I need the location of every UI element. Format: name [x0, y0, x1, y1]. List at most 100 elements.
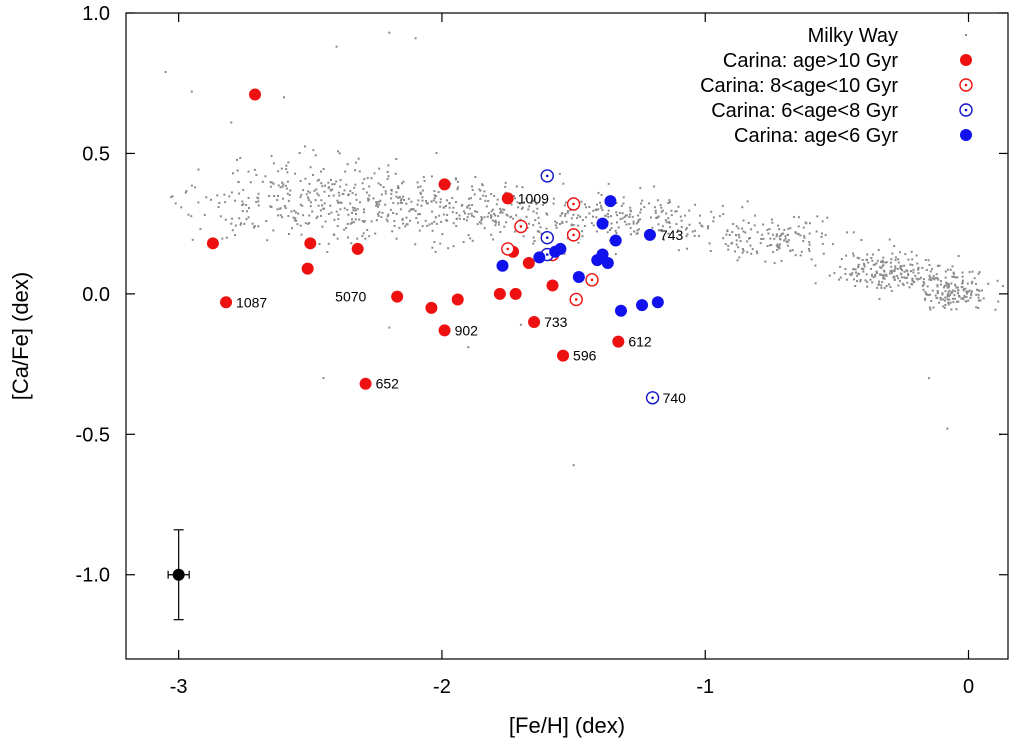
milky-way-point	[957, 255, 960, 257]
milky-way-point	[929, 308, 932, 311]
milky-way-point	[930, 279, 933, 281]
milky-way-point	[401, 217, 404, 220]
milky-way-point	[490, 216, 492, 219]
milky-way-point	[770, 218, 773, 221]
milky-way-point	[351, 206, 354, 209]
milky-way-point	[242, 203, 245, 206]
milky-way-point	[778, 247, 781, 250]
milky-way-point	[287, 161, 290, 164]
milky-way-point	[741, 251, 744, 254]
milky-way-point	[994, 308, 997, 311]
milky-way-point	[922, 284, 925, 287]
y-tick-label: 0.0	[82, 284, 110, 306]
milky-way-point	[483, 216, 486, 219]
milky-way-point	[426, 224, 429, 227]
milky-way-point	[742, 249, 745, 252]
milky-way-point	[309, 205, 312, 208]
milky-way-point	[941, 293, 944, 296]
milky-way-point	[912, 281, 915, 283]
milky-way-point	[330, 211, 333, 214]
milky-way-point	[417, 186, 420, 189]
milky-way-point	[322, 168, 325, 170]
milky-way-point	[970, 282, 973, 285]
milky-way-point	[216, 194, 219, 197]
milky-way-point	[863, 265, 866, 268]
milky-way-point	[947, 286, 950, 289]
milky-way-point	[224, 218, 227, 221]
milky-way-point	[876, 272, 878, 274]
milky-way-point	[966, 292, 969, 295]
milky-way-point	[871, 253, 874, 256]
milky-way-point	[433, 190, 436, 193]
milky-way-point	[230, 121, 233, 124]
milky-way-point	[419, 185, 422, 188]
milky-way-point	[433, 220, 436, 223]
star-id-label: 612	[628, 334, 652, 350]
milky-way-point	[794, 232, 797, 235]
milky-way-point	[590, 222, 593, 225]
milky-way-point	[894, 259, 897, 262]
milky-way-point	[521, 206, 524, 209]
milky-way-point	[912, 271, 915, 274]
milky-way-point	[284, 184, 287, 187]
milky-way-point	[761, 233, 764, 236]
milky-way-point	[230, 191, 233, 194]
milky-way-point	[304, 177, 307, 180]
milky-way-point	[915, 254, 918, 257]
milky-way-point	[857, 266, 860, 269]
milky-way-point	[417, 221, 419, 224]
milky-way-point	[975, 306, 978, 309]
milky-way-point	[440, 220, 443, 223]
milky-way-point	[952, 275, 955, 278]
milky-way-point	[386, 171, 389, 173]
carina-point	[585, 273, 599, 287]
milky-way-point	[944, 296, 947, 299]
milky-way-point	[499, 211, 502, 214]
milky-way-point	[170, 196, 173, 199]
milky-way-point	[255, 174, 258, 176]
milky-way-point	[629, 213, 632, 216]
milky-way-point	[446, 214, 449, 216]
milky-way-point	[657, 215, 660, 218]
milky-way-layer	[164, 31, 1004, 467]
milky-way-point	[750, 252, 753, 255]
milky-way-point	[632, 220, 635, 223]
milky-way-point	[484, 195, 487, 198]
milky-way-point	[390, 188, 393, 191]
milky-way-point	[967, 299, 970, 302]
milky-way-point	[822, 252, 825, 255]
milky-way-point	[461, 203, 464, 206]
error-bar	[167, 529, 190, 621]
milky-way-point	[480, 216, 483, 218]
milky-way-point	[943, 306, 946, 309]
milky-way-point	[269, 181, 272, 184]
milky-way-point	[626, 214, 628, 217]
milky-way-point	[455, 212, 458, 214]
milky-way-point	[898, 279, 901, 282]
milky-way-point	[315, 217, 318, 220]
milky-way-point	[572, 224, 575, 226]
milky-way-point	[945, 284, 948, 287]
milky-way-point	[588, 212, 591, 215]
milky-way-point	[403, 198, 405, 201]
milky-way-point	[456, 188, 459, 191]
milky-way-point	[397, 202, 400, 205]
milky-way-point	[609, 215, 612, 218]
milky-way-point	[466, 216, 469, 219]
milky-way-point	[958, 295, 961, 298]
milky-way-point	[851, 272, 854, 275]
milky-way-point	[480, 222, 483, 225]
milky-way-point	[344, 170, 347, 173]
milky-way-point	[370, 177, 373, 180]
milky-way-point	[600, 204, 603, 207]
milky-way-point	[504, 181, 507, 184]
milky-way-point	[255, 201, 258, 204]
milky-way-point	[773, 237, 776, 240]
milky-way-point	[230, 222, 233, 225]
milky-way-point	[778, 235, 781, 238]
milky-way-point	[290, 227, 293, 230]
milky-way-point	[219, 215, 222, 218]
milky-way-point	[337, 218, 340, 221]
milky-way-point	[606, 213, 609, 215]
milky-way-point	[366, 177, 369, 180]
